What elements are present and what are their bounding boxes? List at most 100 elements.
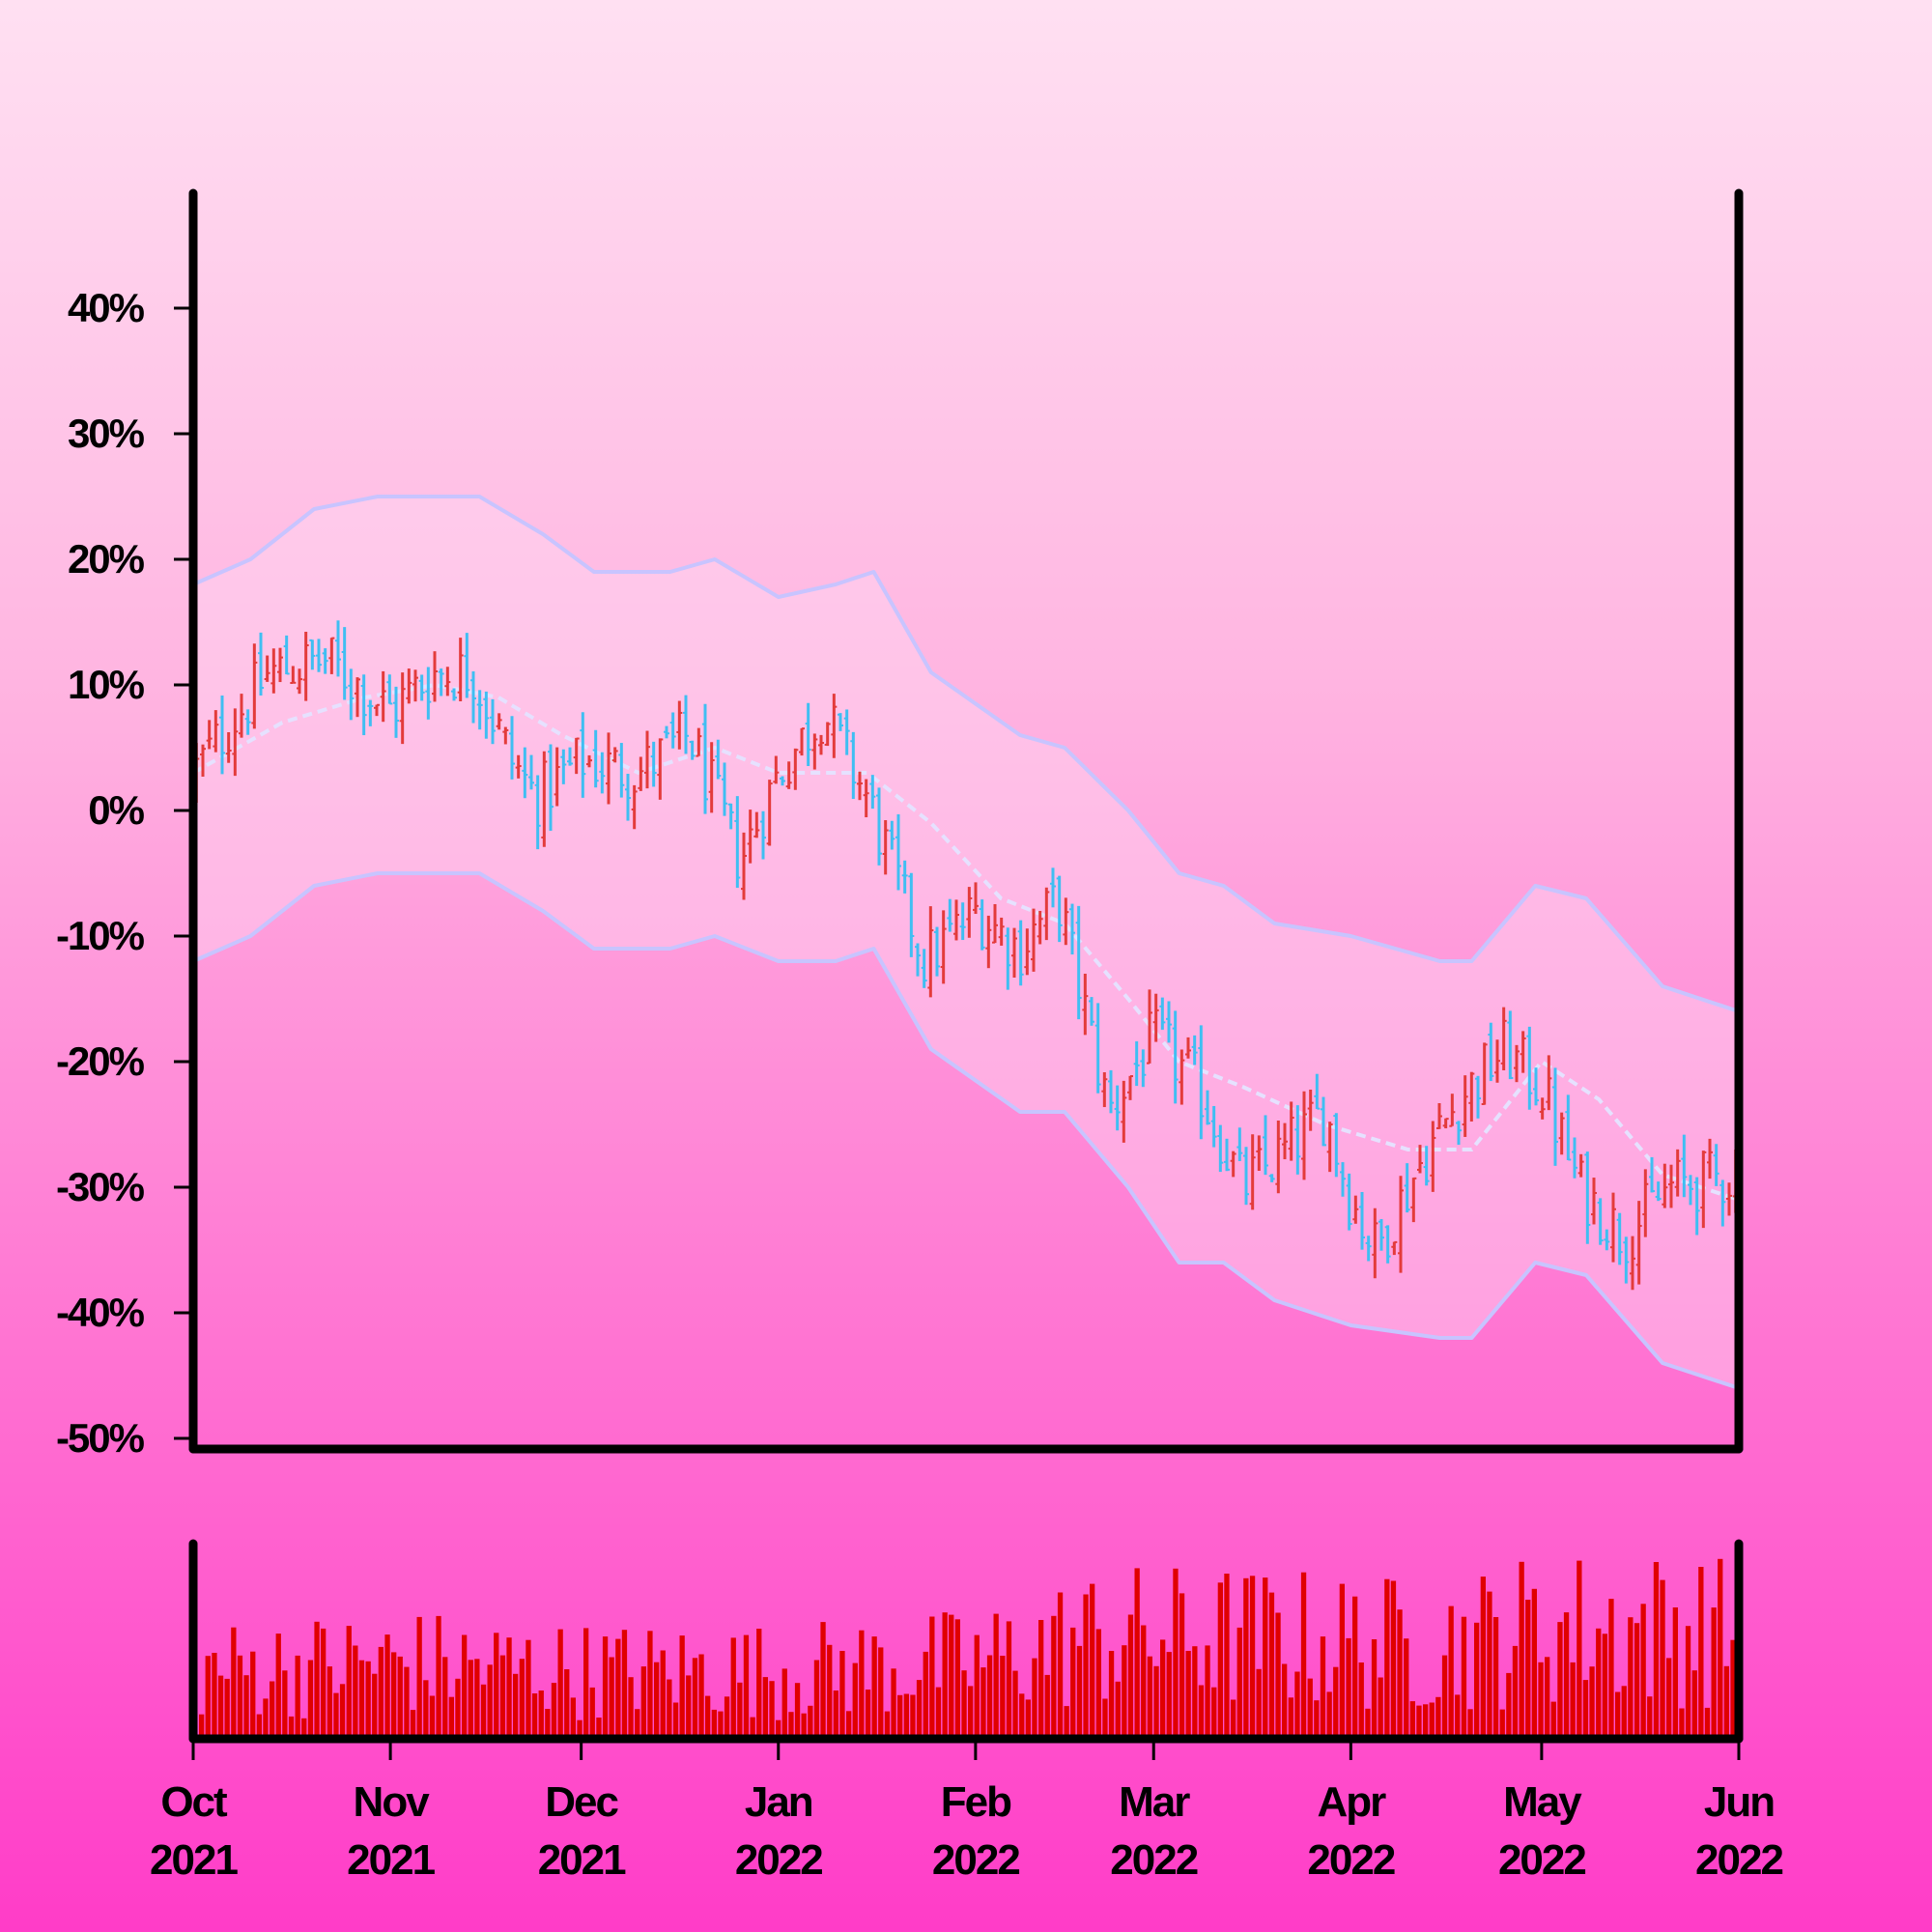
volume-bar <box>583 1628 589 1739</box>
volume-bar <box>1499 1709 1505 1739</box>
volume-bar <box>1256 1668 1262 1739</box>
volume-bar <box>1192 1646 1198 1739</box>
volume-bar <box>1044 1674 1050 1739</box>
volume-bar <box>1730 1639 1736 1739</box>
volume-bar <box>1621 1686 1627 1739</box>
volume-bar <box>462 1634 468 1739</box>
volume-bar <box>404 1666 410 1739</box>
volume-bar <box>499 1655 506 1739</box>
volume-bar <box>980 1667 986 1739</box>
x-tick-month: Nov <box>354 1778 431 1826</box>
volume-bar <box>358 1660 365 1739</box>
volume-bar <box>916 1680 923 1739</box>
volume-bar <box>1288 1697 1293 1739</box>
y-tick-label: 0% <box>88 787 144 833</box>
volume-bar <box>397 1656 403 1739</box>
volume-bar <box>672 1702 679 1739</box>
volume-bar <box>1685 1626 1691 1739</box>
volume-bar <box>1211 1687 1217 1739</box>
volume-bar <box>1166 1652 1172 1739</box>
volume-bar <box>686 1675 692 1739</box>
volume-bar <box>577 1719 582 1739</box>
volume-bar <box>1057 1592 1064 1739</box>
volume-bar <box>1173 1568 1179 1739</box>
x-tick-year: 2022 <box>735 1836 822 1884</box>
volume-bar <box>897 1694 903 1739</box>
volume-bar <box>333 1692 339 1739</box>
volume-bar <box>314 1621 320 1739</box>
volume-bars <box>199 1558 1736 1739</box>
volume-bar <box>1448 1605 1454 1739</box>
volume-bar <box>564 1669 570 1739</box>
volume-bar <box>384 1634 390 1739</box>
volume-bar <box>640 1666 646 1739</box>
volume-bar <box>1474 1622 1480 1739</box>
volume-bar <box>436 1615 441 1739</box>
volume-bar <box>1634 1623 1640 1739</box>
volume-bar <box>1352 1596 1358 1739</box>
volume-bar <box>1300 1572 1307 1739</box>
volume-bar <box>1307 1678 1313 1739</box>
band-fill <box>193 497 1739 1388</box>
volume-bar <box>1076 1645 1083 1739</box>
volume-bar <box>801 1713 807 1739</box>
volume-bar <box>986 1655 993 1739</box>
volume-bar <box>1333 1666 1339 1739</box>
volume-bar <box>1326 1691 1332 1739</box>
y-tick-label: -50% <box>56 1415 145 1461</box>
volume-bar <box>1108 1651 1115 1739</box>
volume-bar <box>1435 1696 1441 1739</box>
volume-bar <box>1083 1594 1089 1739</box>
volume-bar <box>1147 1656 1152 1739</box>
volume-bar <box>596 1718 602 1739</box>
volume-bar <box>839 1651 845 1739</box>
volume-bar <box>1512 1645 1519 1739</box>
volume-bar <box>1602 1634 1607 1739</box>
volume-bar <box>494 1633 499 1739</box>
volume-bar <box>1263 1577 1268 1739</box>
volume-bar <box>442 1657 448 1739</box>
volume-bar <box>1243 1577 1249 1739</box>
volume-bar <box>949 1614 954 1739</box>
volume-bar <box>1160 1639 1166 1739</box>
volume-bar <box>1679 1708 1685 1739</box>
x-tick-year: 2022 <box>1695 1836 1782 1884</box>
volume-bar <box>852 1662 858 1739</box>
volume-bar <box>1455 1694 1461 1739</box>
x-tick-year: 2022 <box>1110 1836 1197 1884</box>
volume-bar <box>1032 1658 1037 1739</box>
volume-bar <box>237 1655 243 1739</box>
volume-bar <box>1236 1627 1242 1739</box>
volume-bar <box>808 1705 813 1739</box>
volume-bar <box>1282 1663 1288 1739</box>
volume-bar <box>743 1634 750 1739</box>
volume-bar <box>1371 1639 1378 1739</box>
volume-bar <box>1723 1665 1729 1739</box>
volume-bar <box>827 1644 833 1739</box>
volume-bar <box>647 1631 653 1739</box>
volume-bar <box>750 1717 755 1739</box>
volume-bar <box>1051 1615 1057 1739</box>
volume-bar <box>231 1627 237 1739</box>
x-tick-month: Dec <box>545 1778 618 1826</box>
y-tick-label: 20% <box>68 536 145 582</box>
volume-bar <box>513 1673 519 1739</box>
volume-bar <box>217 1675 224 1739</box>
volume-bar <box>519 1659 525 1739</box>
volume-bar <box>1390 1580 1397 1739</box>
volume-bar <box>1064 1706 1069 1739</box>
volume-bar <box>1185 1651 1191 1739</box>
volume-bar <box>339 1684 346 1739</box>
y-axis-ticks: 40% 30% 20% 10% 0% -10% -20% -30% -40% -50% <box>56 285 189 1461</box>
volume-bar <box>1012 1670 1018 1739</box>
volume-bar <box>1365 1708 1371 1739</box>
volume-bar <box>1224 1574 1230 1739</box>
volume-bar <box>570 1697 576 1739</box>
volume-bar <box>1294 1671 1300 1739</box>
volume-bar <box>1704 1707 1711 1739</box>
volume-bar <box>1416 1705 1422 1739</box>
volume-bar <box>1198 1685 1205 1739</box>
volume-bar <box>538 1690 544 1739</box>
y-tick-label: -20% <box>56 1038 145 1084</box>
volume-bar <box>1653 1562 1660 1739</box>
